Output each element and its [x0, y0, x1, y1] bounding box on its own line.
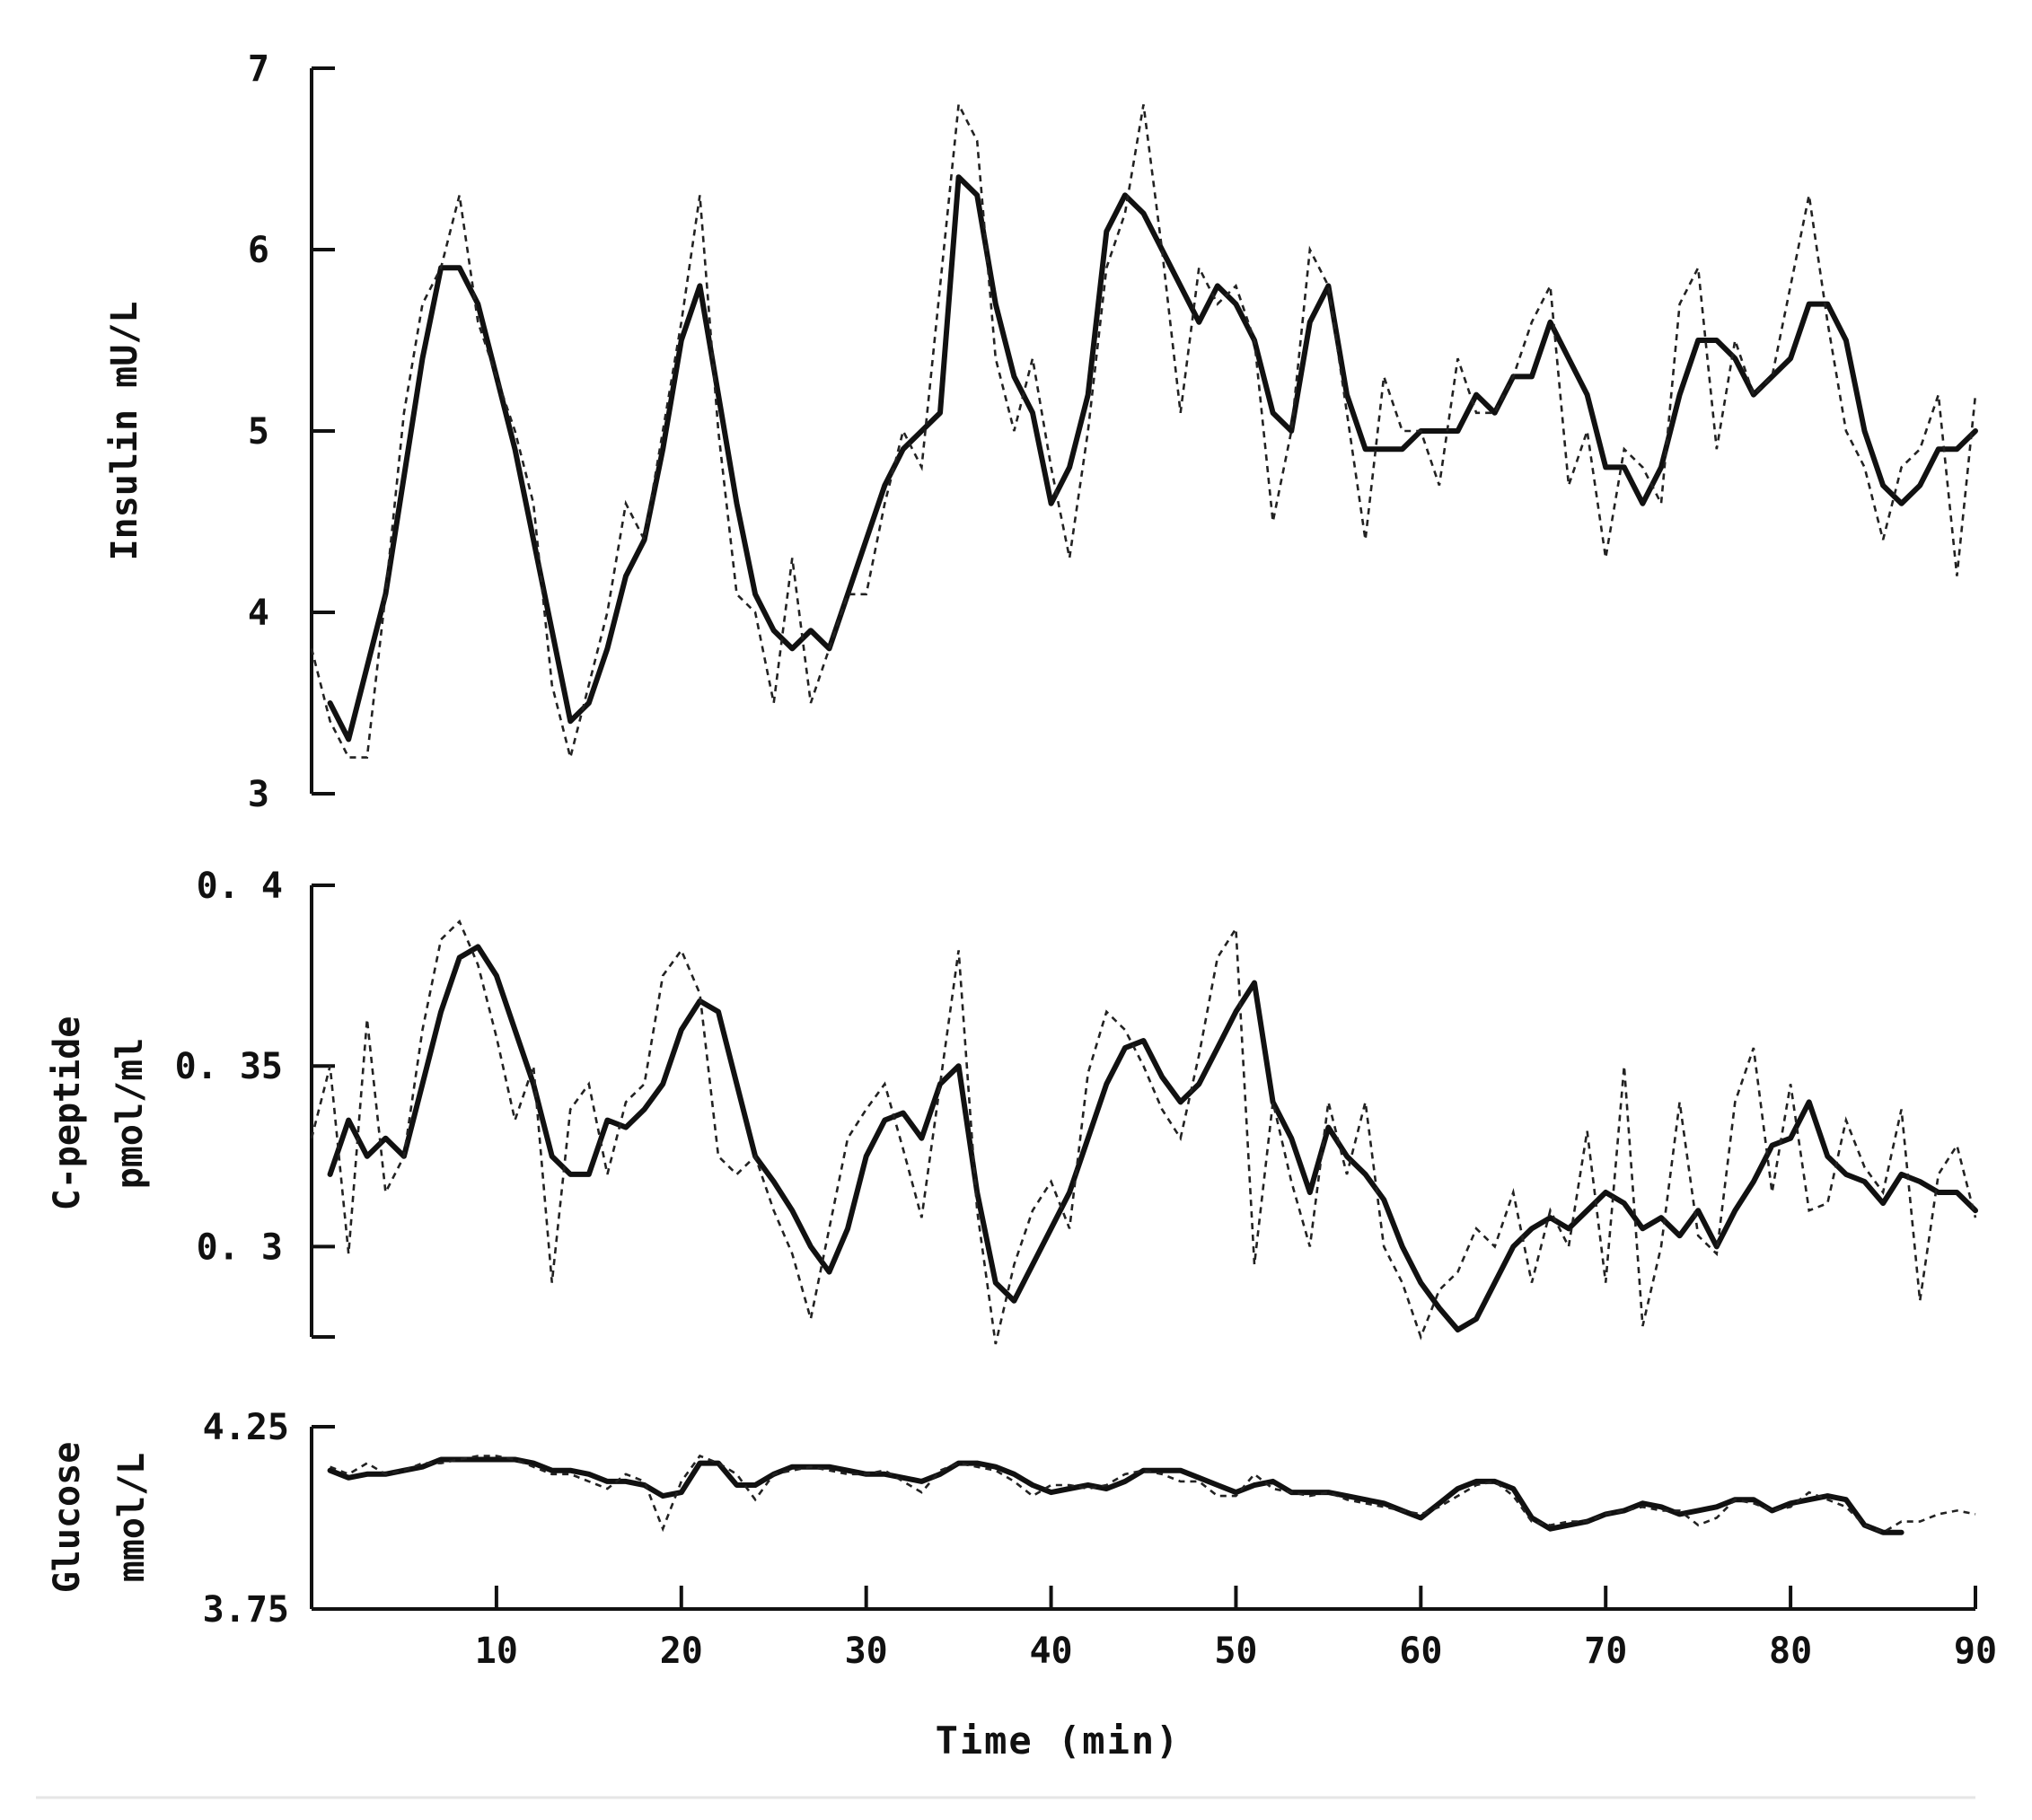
y-axis-title: Glucose [47, 1442, 88, 1594]
x-tick-label: 80 [1769, 1631, 1812, 1672]
series-line-solid [327, 1456, 1904, 1535]
insulin-panel: 3 4 5 6 7 Insulin mU/L [104, 48, 1978, 815]
x-tick-label: 50 [1214, 1631, 1257, 1672]
x-tick-label: 10 [475, 1631, 518, 1672]
y-tick-label: 3.75 [203, 1589, 289, 1631]
y-tick-label: 7 [248, 48, 269, 90]
y-tick-label: 4.25 [203, 1407, 289, 1448]
series-line-solid [327, 944, 1978, 1332]
x-tick-label: 90 [1954, 1631, 1997, 1672]
y-tick-label: 0. 35 [175, 1046, 283, 1087]
y-tick-label: 0. 3 [197, 1227, 283, 1268]
y-tick-label: 6 [248, 230, 269, 271]
x-tick-label: 30 [845, 1631, 888, 1672]
series-line-dashed [330, 1454, 1976, 1534]
y-tick-label: 5 [248, 411, 269, 453]
time-axis: 10 20 30 40 50 60 70 80 90 [312, 1586, 1997, 1672]
x-tick-label: 60 [1399, 1631, 1442, 1672]
c-peptide-panel: 0. 3 0. 35 0. 4 C-peptide pmol/ml [47, 866, 1978, 1345]
glucose-panel: 3.75 4.25 Glucose mmol/L [47, 1407, 1976, 1631]
y-axis-title: Insulin mU/L [104, 302, 145, 561]
y-tick-label: 4 [248, 593, 269, 634]
series-line-dashed [310, 100, 1977, 759]
series-line-solid [327, 174, 1978, 743]
series-line-dashed [310, 919, 1977, 1345]
y-tick-label: 3 [248, 774, 269, 815]
y-tick-label: 0. 4 [197, 866, 283, 907]
y-axis-unit-title: pmol/ml [110, 1038, 151, 1190]
y-axis-title: C-peptide [47, 1016, 88, 1211]
y-axis-unit-title: mmol/L [111, 1453, 153, 1583]
x-tick-label: 20 [660, 1631, 703, 1672]
x-tick-label: 70 [1584, 1631, 1627, 1672]
x-tick-label: 40 [1029, 1631, 1072, 1672]
x-axis-title: Time (min) [936, 1719, 1181, 1763]
